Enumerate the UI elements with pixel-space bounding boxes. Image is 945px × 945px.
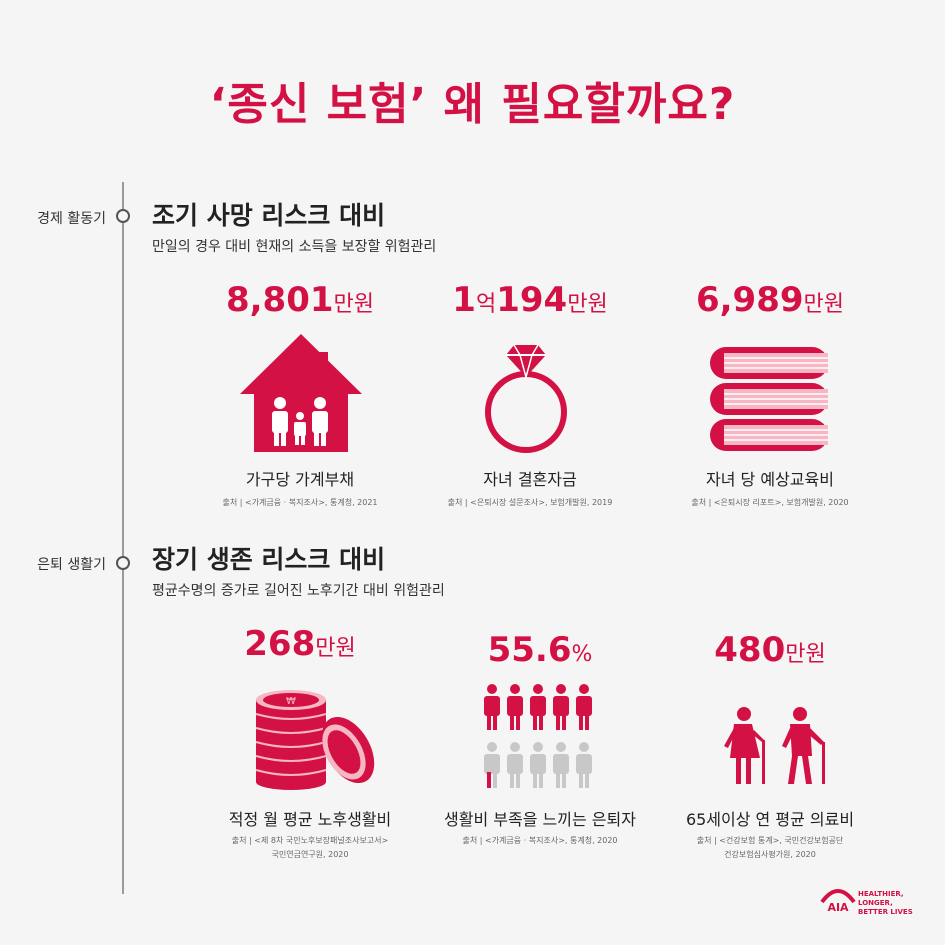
section-subtitle: 만일의 경우 대비 현재의 소득을 보장할 위험관리: [152, 239, 437, 255]
person-figure: [576, 684, 592, 730]
books-icon: [710, 347, 828, 451]
section-title: 조기 사망 리스크 대비: [152, 201, 386, 230]
stat-value: 6,989만원: [695, 280, 845, 320]
timeline-node: [116, 556, 130, 570]
source-note: 출처 | <은퇴시장 리포트>, 보험개발원, 2020: [691, 498, 849, 507]
person-figure: [507, 684, 523, 730]
stat-label: 적정 월 평균 노후생활비: [228, 810, 392, 829]
aia-logo: AIA: [820, 889, 856, 914]
stat-label: 자녀 결혼자금: [483, 470, 577, 489]
person-figure: [553, 742, 569, 788]
page-title: ‘종신 보험’ 왜 필요할까요?: [209, 79, 736, 130]
stat-value: 268만원: [244, 624, 356, 664]
source-note: 출처 | <가계금융 · 복지조사>, 통계청, 2021: [222, 498, 378, 507]
stat-value: 480만원: [714, 630, 826, 670]
person-figure: [553, 684, 569, 730]
stat-label: 가구당 가계부채: [245, 470, 355, 489]
person-figure: [530, 684, 546, 730]
stage-label-working: 경제 활동기: [37, 211, 106, 227]
elderly-couple-icon: [724, 707, 825, 784]
person-figure: [484, 742, 500, 788]
stat-value: 1억194만원: [452, 280, 608, 320]
section-title: 장기 생존 리스크 대비: [152, 545, 386, 574]
person-figure: [576, 742, 592, 788]
coins-icon: ₩: [255, 690, 375, 790]
person-figure: [484, 684, 500, 730]
timeline-line: [122, 182, 124, 894]
source-note: 출처 | <은퇴시장 설문조사>, 보험개발원, 2019: [447, 498, 613, 507]
slogan: HEALTHIER, LONGER, BETTER LIVES: [858, 890, 913, 916]
house-family-icon: [240, 334, 362, 452]
stage-label-retirement: 은퇴 생활기: [37, 557, 106, 573]
stat-value: 8,801만원: [225, 280, 375, 320]
svg-text:₩: ₩: [286, 696, 296, 707]
section-subtitle: 평균수명의 증가로 길어진 노후기간 대비 위험관리: [152, 583, 445, 599]
timeline-node: [116, 209, 130, 223]
person-figure: [530, 742, 546, 788]
logo-text: AIA: [827, 901, 849, 914]
diamond-ring-icon: [485, 344, 567, 453]
source-note: 출처 | <가계금융 · 복지조사>, 통계청, 2020: [462, 836, 618, 845]
source-note: 출처 | <제 8차 국민노후보장패널조사보고서> 국민연금연구원, 2020: [231, 836, 389, 859]
stat-label: 생활비 부족을 느끼는 은퇴자: [444, 810, 636, 829]
stat-label: 65세이상 연 평균 의료비: [685, 810, 855, 829]
source-note: 출처 | <건강보험 통계>, 국민건강보험공단 건강보험심사평가원, 2020: [696, 836, 844, 859]
person-figure: [507, 742, 523, 788]
stat-value: 55.6%: [487, 630, 593, 670]
people-grid-icon: [484, 684, 592, 788]
stat-label: 자녀 당 예상교육비: [706, 470, 834, 489]
